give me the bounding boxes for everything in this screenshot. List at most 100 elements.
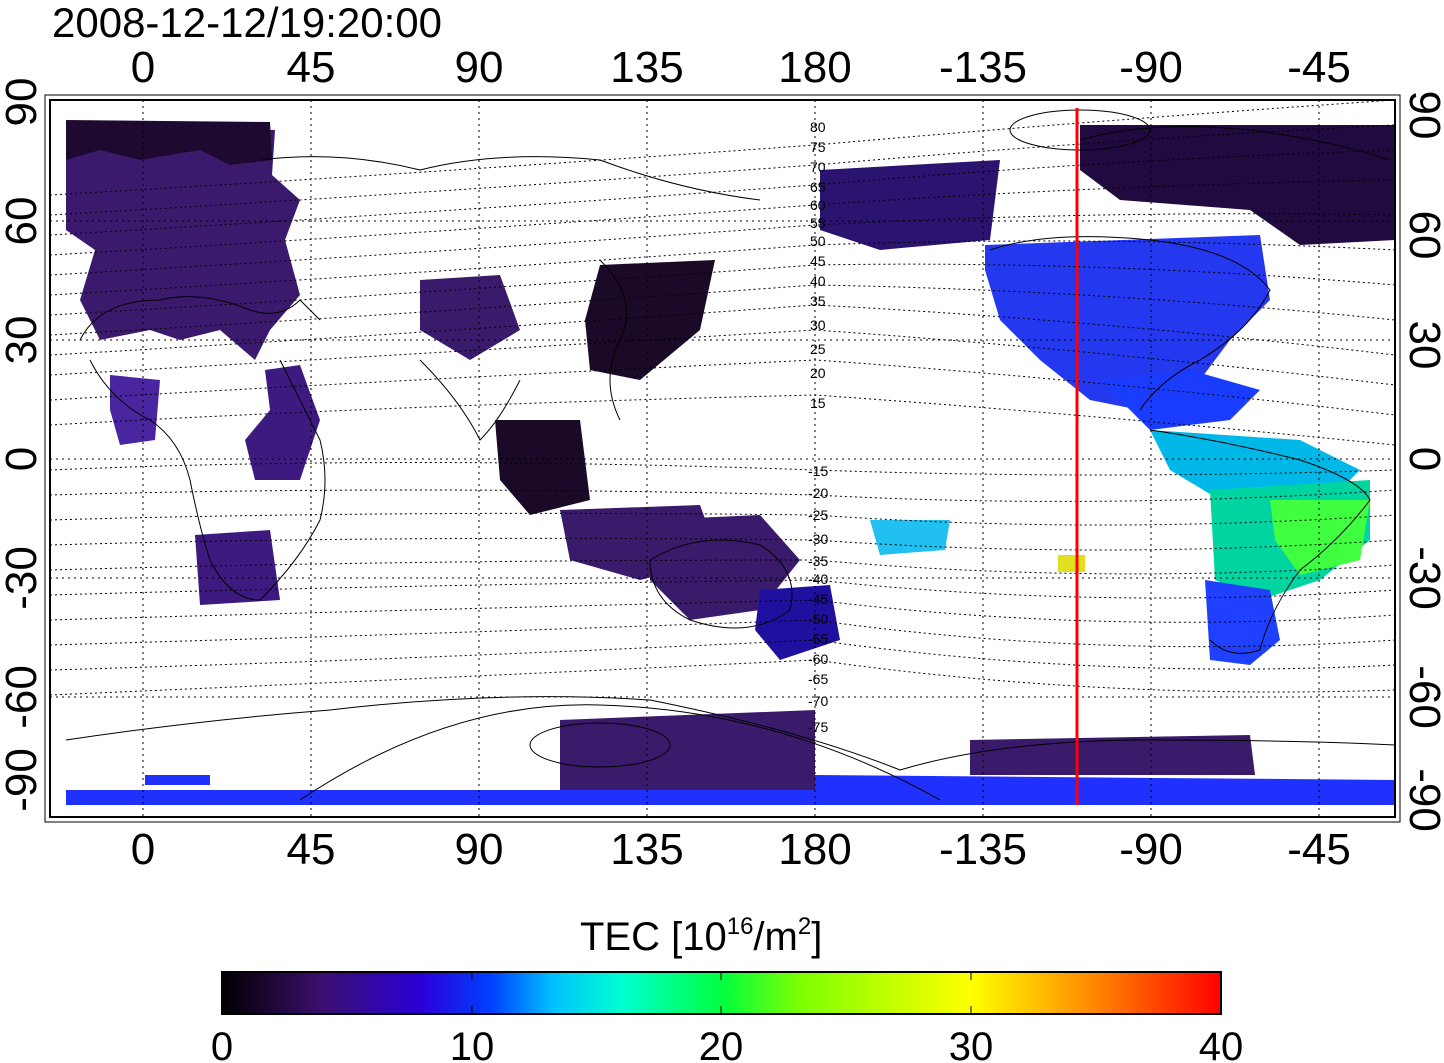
tec-patch-south-america-north: [1150, 430, 1360, 500]
tec-patch-south-pacific-light: [870, 520, 950, 555]
mlat-label: -25: [808, 507, 828, 523]
colorbar-title: TEC [1016/m2]: [580, 913, 822, 959]
mlat-label: -30: [808, 531, 828, 547]
magnetic-latitude-labels: 80 75 70 65 60 55 50 45 40 35 30 25 20 1…: [808, 119, 828, 735]
mlat-label: 65: [810, 179, 826, 195]
mlat-label: 70: [810, 159, 826, 175]
mlat-label: 55: [810, 215, 826, 231]
tec-patch-africa-west: [110, 375, 160, 445]
lat-tick-label: 90: [1400, 91, 1444, 140]
lon-tick-label: -90: [1119, 43, 1183, 92]
mlat-label: 35: [810, 293, 826, 309]
colorbar-ticks: [471, 972, 972, 1014]
tec-patch-new-zealand: [755, 585, 840, 660]
mlat-label: -20: [808, 485, 828, 501]
mlat-label: 40: [810, 273, 826, 289]
lon-tick-label: -45: [1287, 825, 1351, 874]
right-latitude-axis: 90 60 30 0 -30 -60 -90: [1400, 91, 1444, 832]
lon-tick-label: 90: [455, 43, 504, 92]
lon-tick-label: 180: [778, 43, 851, 92]
colorbar-tick-label: 30: [949, 1025, 994, 1063]
mlat-label: 50: [810, 233, 826, 249]
bottom-longitude-axis: 0 45 90 135 180 -135 -90 -45: [131, 825, 1351, 874]
mlat-label: -45: [808, 591, 828, 607]
mlat-label: -75: [808, 719, 828, 735]
mlat-label: 30: [810, 317, 826, 333]
mlat-label: 45: [810, 253, 826, 269]
mlat-label: -55: [808, 631, 828, 647]
lon-tick-label: -45: [1287, 43, 1351, 92]
lon-tick-label: -135: [939, 825, 1027, 874]
lon-tick-label: 180: [778, 825, 851, 874]
lon-tick-label: 0: [131, 43, 155, 92]
coastlines: [65, 126, 1395, 771]
tec-patch-arctic-russia: [66, 120, 272, 165]
tec-patch-greenland: [1080, 125, 1395, 245]
lat-tick-label: -90: [1400, 768, 1444, 832]
lat-tick-label: -60: [0, 665, 46, 729]
top-longitude-axis: 0 45 90 135 180 -135 -90 -45: [131, 43, 1351, 92]
map-title: 2008-12-12/19:20:00: [52, 0, 442, 46]
tec-patch-pacific-north: [820, 160, 1000, 250]
left-latitude-axis: 90 60 30 0 -30 -60 -90: [0, 78, 46, 812]
lat-tick-label: -90: [0, 748, 46, 812]
lon-tick-label: 135: [610, 825, 683, 874]
tec-patch-africa-east: [245, 365, 320, 480]
lat-tick-label: 90: [0, 78, 46, 127]
map-frame: [49, 99, 1396, 818]
map-gridlines: [50, 100, 1395, 817]
lat-tick-label: 0: [1400, 447, 1444, 471]
tec-patch-south-america-east: [1270, 500, 1370, 575]
tec-patch-central-america: [1100, 370, 1260, 430]
lat-tick-label: 60: [0, 197, 46, 246]
mlat-label: -15: [808, 463, 828, 479]
tec-patch-pacific-south-high: [1058, 555, 1085, 572]
mlat-label: 20: [810, 365, 826, 381]
mlat-label: 80: [810, 119, 826, 135]
mlat-label: 25: [810, 341, 826, 357]
tec-patch-antarctica-west: [970, 735, 1255, 775]
tec-patch-asia-central: [420, 275, 520, 360]
mlat-label: 60: [810, 197, 826, 213]
tec-patch-asia-east: [585, 260, 715, 380]
lat-tick-label: -60: [1400, 665, 1444, 729]
lon-tick-label: -90: [1119, 825, 1183, 874]
tec-patch-antarctica-band: [66, 790, 815, 805]
colorbar-tick-label: 0: [211, 1025, 233, 1063]
magnetic-latitude-solid-contours: [299, 109, 1151, 801]
mlat-label: 75: [810, 139, 826, 155]
lat-tick-label: -30: [1400, 546, 1444, 610]
lon-tick-label: 90: [455, 825, 504, 874]
mlat-label: -35: [808, 553, 828, 569]
magnetic-latitude-contours: [50, 100, 1395, 696]
mlat-label: -50: [808, 611, 828, 627]
tec-patch-europe-russia: [66, 122, 300, 360]
lon-tick-label: 45: [287, 825, 336, 874]
lon-tick-label: 45: [287, 43, 336, 92]
mlat-label: -70: [808, 693, 828, 709]
mlat-label: -40: [808, 571, 828, 587]
mlat-label: -60: [808, 651, 828, 667]
tec-patch-southeast-asia: [495, 420, 590, 515]
lon-tick-label: -135: [939, 43, 1027, 92]
colorbar-tick-label: 10: [450, 1025, 495, 1063]
tec-patch-antarctica-low: [145, 775, 210, 785]
lon-tick-label: 135: [610, 43, 683, 92]
lon-tick-label: 0: [131, 825, 155, 874]
lat-tick-label: 30: [0, 316, 46, 365]
lat-tick-label: 0: [0, 447, 46, 471]
tec-patch-antarctica-central: [560, 710, 815, 790]
lat-tick-label: 30: [1400, 321, 1444, 370]
tec-patch-africa-south: [195, 530, 280, 605]
mlat-label: 15: [810, 395, 826, 411]
colorbar-tick-label: 40: [1199, 1025, 1244, 1063]
tec-patch-antarctica-band-west: [815, 775, 1395, 805]
colorbar-tick-label: 20: [699, 1025, 744, 1063]
lat-tick-label: 60: [1400, 211, 1444, 260]
lat-tick-label: -30: [0, 546, 46, 610]
colorbar-tick-labels: 0 10 20 30 40: [211, 1025, 1243, 1063]
tec-patch-north-america: [985, 235, 1270, 410]
tec-patch-layer: [66, 120, 1395, 805]
mlat-label: -65: [808, 671, 828, 687]
